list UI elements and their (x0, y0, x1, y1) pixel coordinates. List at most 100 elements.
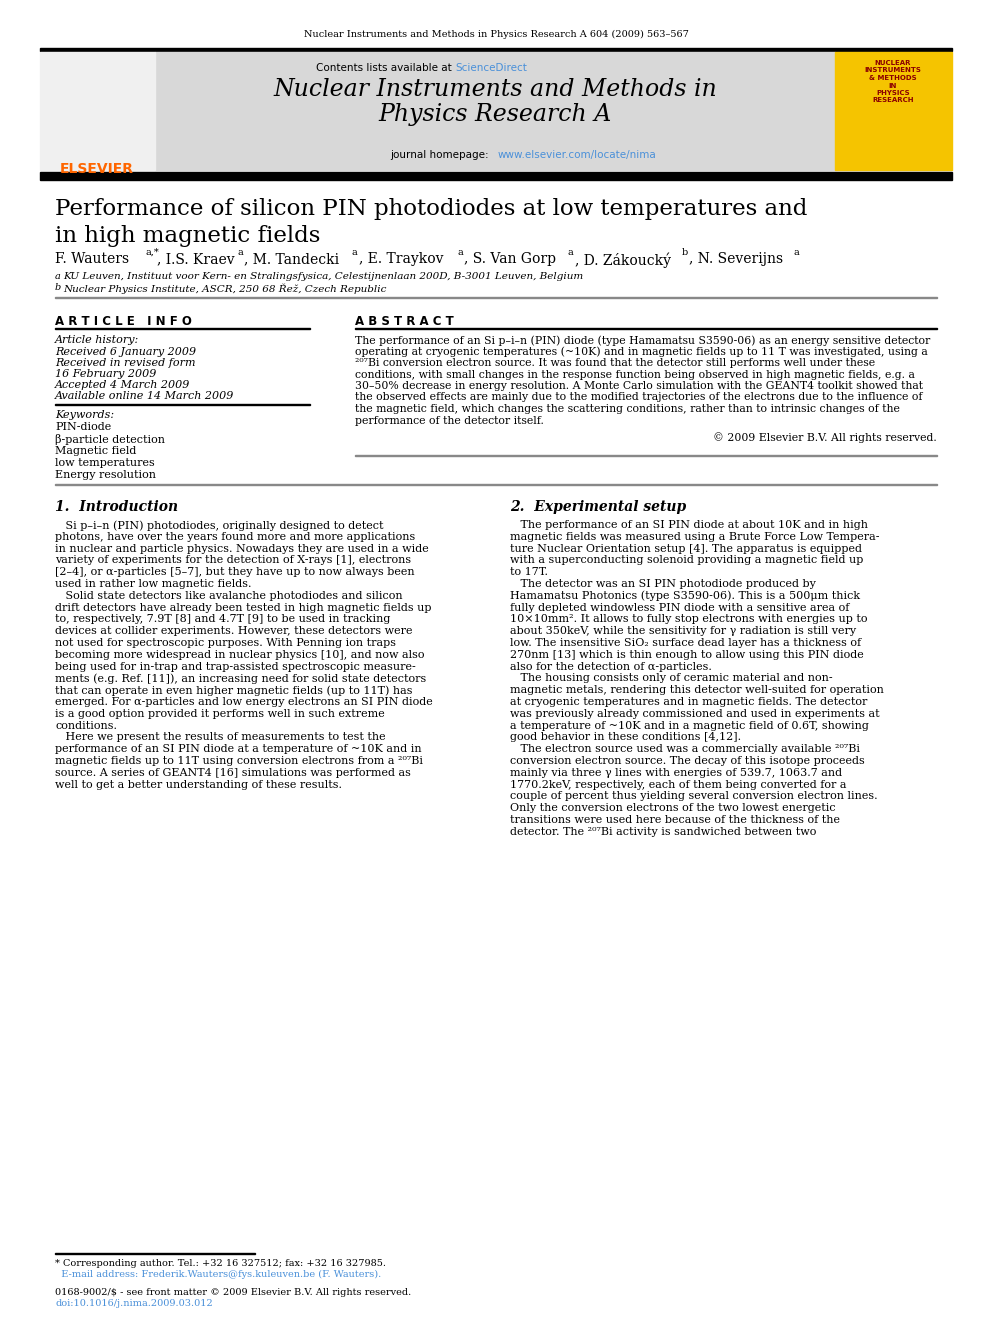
Text: couple of percent thus yielding several conversion electron lines.: couple of percent thus yielding several … (510, 791, 878, 802)
Text: Here we present the results of measurements to test the: Here we present the results of measureme… (55, 733, 386, 742)
Text: , M. Tandecki: , M. Tandecki (244, 251, 339, 266)
Text: being used for in-trap and trap-assisted spectroscopic measure-: being used for in-trap and trap-assisted… (55, 662, 416, 672)
Text: Nuclear Physics Institute, ASCR, 250 68 Řež, Czech Republic: Nuclear Physics Institute, ASCR, 250 68 … (63, 283, 386, 294)
Text: a: a (55, 273, 61, 280)
Text: The performance of an Si p–i–n (PIN) diode (type Hamamatsu S3590-06) as an energ: The performance of an Si p–i–n (PIN) dio… (355, 335, 930, 345)
Text: was previously already commissioned and used in experiments at: was previously already commissioned and … (510, 709, 880, 718)
Text: is a good option provided it performs well in such extreme: is a good option provided it performs we… (55, 709, 385, 718)
Text: drift detectors have already been tested in high magnetic fields up: drift detectors have already been tested… (55, 602, 432, 613)
Text: becoming more widespread in nuclear physics [10], and now also: becoming more widespread in nuclear phys… (55, 650, 425, 660)
Text: operating at cryogenic temperatures (~10K) and in magnetic fields up to 11 T was: operating at cryogenic temperatures (~10… (355, 347, 928, 357)
Text: Performance of silicon PIN photodiodes at low temperatures and
in high magnetic : Performance of silicon PIN photodiodes a… (55, 198, 807, 247)
Text: Received in revised form: Received in revised form (55, 359, 195, 368)
Text: b: b (682, 247, 688, 257)
Text: magnetic metals, rendering this detector well-suited for operation: magnetic metals, rendering this detector… (510, 685, 884, 695)
Text: at cryogenic temperatures and in magnetic fields. The detector: at cryogenic temperatures and in magneti… (510, 697, 867, 706)
Text: devices at collider experiments. However, these detectors were: devices at collider experiments. However… (55, 626, 413, 636)
Text: a: a (568, 247, 573, 257)
Text: source. A series of GEANT4 [16] simulations was performed as: source. A series of GEANT4 [16] simulati… (55, 767, 411, 778)
Text: also for the detection of α-particles.: also for the detection of α-particles. (510, 662, 712, 672)
Text: Si p–i–n (PIN) photodiodes, originally designed to detect: Si p–i–n (PIN) photodiodes, originally d… (55, 520, 384, 531)
Text: Energy resolution: Energy resolution (55, 470, 156, 480)
Text: magnetic fields up to 11T using conversion electrons from a ²⁰⁷Bi: magnetic fields up to 11T using conversi… (55, 755, 423, 766)
Text: 10×10mm². It allows to fully stop electrons with energies up to: 10×10mm². It allows to fully stop electr… (510, 614, 867, 624)
Text: Received 6 January 2009: Received 6 January 2009 (55, 347, 196, 357)
Text: Article history:: Article history: (55, 335, 139, 345)
Text: NUCLEAR
INSTRUMENTS
& METHODS
IN
PHYSICS
RESEARCH: NUCLEAR INSTRUMENTS & METHODS IN PHYSICS… (865, 60, 922, 103)
Text: Available online 14 March 2009: Available online 14 March 2009 (55, 392, 234, 401)
Text: a: a (457, 247, 462, 257)
Text: The performance of an SI PIN diode at about 10K and in high: The performance of an SI PIN diode at ab… (510, 520, 868, 531)
Text: in nuclear and particle physics. Nowadays they are used in a wide: in nuclear and particle physics. Nowaday… (55, 544, 429, 553)
Text: low. The insensitive SiO₂ surface dead layer has a thickness of: low. The insensitive SiO₂ surface dead l… (510, 638, 861, 648)
Text: 270nm [13] which is thin enough to allow using this PIN diode: 270nm [13] which is thin enough to allow… (510, 650, 864, 660)
Text: about 350keV, while the sensitivity for γ radiation is still very: about 350keV, while the sensitivity for … (510, 626, 856, 636)
Text: low temperatures: low temperatures (55, 458, 155, 468)
Bar (155, 52, 835, 169)
Text: photons, have over the years found more and more applications: photons, have over the years found more … (55, 532, 416, 542)
Text: β-particle detection: β-particle detection (55, 434, 165, 445)
Text: ELSEVIER: ELSEVIER (60, 161, 134, 176)
Text: The housing consists only of ceramic material and non-: The housing consists only of ceramic mat… (510, 673, 832, 684)
Text: Nuclear Instruments and Methods in: Nuclear Instruments and Methods in (273, 78, 717, 101)
Text: a: a (352, 247, 358, 257)
Text: Solid state detectors like avalanche photodiodes and silicon: Solid state detectors like avalanche pho… (55, 591, 403, 601)
Text: the observed effects are mainly due to the modified trajectories of the electron: the observed effects are mainly due to t… (355, 393, 923, 402)
Text: magnetic fields was measured using a Brute Force Low Tempera-: magnetic fields was measured using a Bru… (510, 532, 880, 542)
Text: ²⁰⁷Bi conversion electron source. It was found that the detector still performs : ²⁰⁷Bi conversion electron source. It was… (355, 359, 875, 368)
Text: a temperature of ~10K and in a magnetic field of 0.6T, showing: a temperature of ~10K and in a magnetic … (510, 721, 869, 730)
Bar (40, 52, 155, 169)
Text: [2–4], or α-particles [5–7], but they have up to now always been: [2–4], or α-particles [5–7], but they ha… (55, 568, 415, 577)
Text: Keywords:: Keywords: (55, 410, 114, 419)
Text: not used for spectroscopic purposes. With Penning ion traps: not used for spectroscopic purposes. Wit… (55, 638, 396, 648)
Text: A R T I C L E   I N F O: A R T I C L E I N F O (55, 315, 191, 328)
Text: doi:10.1016/j.nima.2009.03.012: doi:10.1016/j.nima.2009.03.012 (55, 1299, 212, 1308)
Text: fully depleted windowless PIN diode with a sensitive area of: fully depleted windowless PIN diode with… (510, 602, 849, 613)
Text: good behavior in these conditions [4,12].: good behavior in these conditions [4,12]… (510, 733, 741, 742)
Text: mainly via three γ lines with energies of 539.7, 1063.7 and: mainly via three γ lines with energies o… (510, 767, 842, 778)
Text: www.elsevier.com/locate/nima: www.elsevier.com/locate/nima (498, 149, 657, 160)
Text: performance of an SI PIN diode at a temperature of ~10K and in: performance of an SI PIN diode at a temp… (55, 745, 422, 754)
Text: The detector was an SI PIN photodiode produced by: The detector was an SI PIN photodiode pr… (510, 579, 815, 589)
Text: 30–50% decrease in energy resolution. A Monte Carlo simulation with the GEANT4 t: 30–50% decrease in energy resolution. A … (355, 381, 923, 392)
Text: PIN-diode: PIN-diode (55, 422, 111, 433)
Bar (835, 52, 952, 169)
Text: F. Wauters: F. Wauters (55, 251, 129, 266)
Text: Nuclear Instruments and Methods in Physics Research A 604 (2009) 563–567: Nuclear Instruments and Methods in Physi… (304, 30, 688, 40)
Bar (40, 48, 952, 50)
Text: that can operate in even higher magnetic fields (up to 11T) has: that can operate in even higher magnetic… (55, 685, 413, 696)
Text: emerged. For α-particles and low energy electrons an SI PIN diode: emerged. For α-particles and low energy … (55, 697, 433, 706)
Text: 1.  Introduction: 1. Introduction (55, 500, 179, 515)
Text: 2.  Experimental setup: 2. Experimental setup (510, 500, 686, 515)
Text: * Corresponding author. Tel.: +32 16 327512; fax: +32 16 327985.: * Corresponding author. Tel.: +32 16 327… (55, 1259, 386, 1267)
Text: , N. Severijns: , N. Severijns (689, 251, 783, 266)
Text: Only the conversion electrons of the two lowest energetic: Only the conversion electrons of the two… (510, 803, 835, 814)
Text: a: a (793, 247, 799, 257)
Text: 16 February 2009: 16 February 2009 (55, 369, 157, 378)
Text: conditions, with small changes in the response function being observed in high m: conditions, with small changes in the re… (355, 369, 915, 380)
Text: to, respectively, 7.9T [8] and 4.7T [9] to be used in tracking: to, respectively, 7.9T [8] and 4.7T [9] … (55, 614, 391, 624)
Text: Magnetic field: Magnetic field (55, 446, 136, 456)
Text: , I.S. Kraev: , I.S. Kraev (157, 251, 235, 266)
Bar (40, 172, 952, 180)
Text: Hamamatsu Photonics (type S3590-06). This is a 500μm thick: Hamamatsu Photonics (type S3590-06). Thi… (510, 591, 860, 602)
Text: a: a (237, 247, 243, 257)
Text: transitions were used here because of the thickness of the: transitions were used here because of th… (510, 815, 840, 826)
Text: with a superconducting solenoid providing a magnetic field up: with a superconducting solenoid providin… (510, 556, 863, 565)
Text: E-mail address: Frederik.Wauters@fys.kuleuven.be (F. Wauters).: E-mail address: Frederik.Wauters@fys.kul… (55, 1270, 381, 1279)
Text: Contents lists available at: Contents lists available at (316, 64, 455, 73)
Text: 1770.2keV, respectively, each of them being converted for a: 1770.2keV, respectively, each of them be… (510, 779, 846, 790)
Text: conversion electron source. The decay of this isotope proceeds: conversion electron source. The decay of… (510, 755, 865, 766)
Text: performance of the detector itself.: performance of the detector itself. (355, 415, 544, 426)
Text: conditions.: conditions. (55, 721, 117, 730)
Text: , S. Van Gorp: , S. Van Gorp (464, 251, 556, 266)
Text: well to get a better understanding of these results.: well to get a better understanding of th… (55, 779, 342, 790)
Text: a,*: a,* (145, 247, 159, 257)
Text: journal homepage:: journal homepage: (390, 149, 492, 160)
Text: used in rather low magnetic fields.: used in rather low magnetic fields. (55, 579, 252, 589)
Text: A B S T R A C T: A B S T R A C T (355, 315, 453, 328)
Text: The electron source used was a commercially available ²⁰⁷Bi: The electron source used was a commercia… (510, 745, 860, 754)
Text: © 2009 Elsevier B.V. All rights reserved.: © 2009 Elsevier B.V. All rights reserved… (713, 433, 937, 443)
Text: ScienceDirect: ScienceDirect (455, 64, 527, 73)
Text: b: b (55, 283, 62, 292)
